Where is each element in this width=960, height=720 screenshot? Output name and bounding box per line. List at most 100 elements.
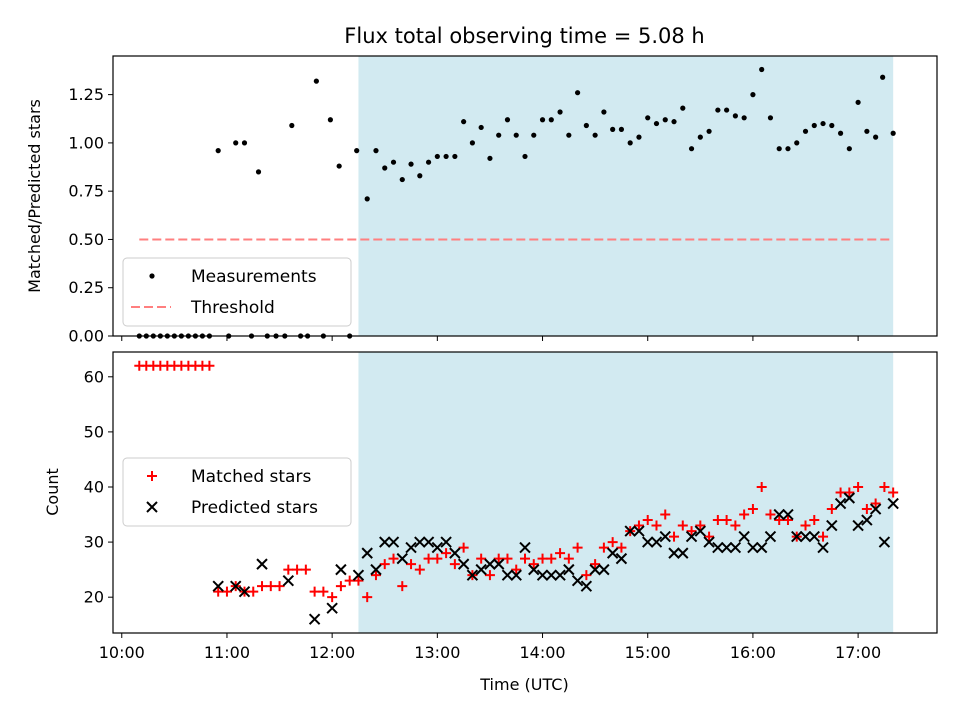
data-point [747,541,759,554]
data-point [873,134,879,140]
data-point [379,559,390,570]
legend-marker [146,501,158,513]
y-tick-label: 40 [84,477,104,496]
data-point [408,161,414,167]
data-point [703,536,715,548]
data-point [738,530,750,543]
data-point [484,570,495,581]
y-tick-label: 1.00 [68,133,104,152]
data-point [791,530,803,543]
data-point [441,548,452,559]
x-tick-label: 14:00 [519,643,565,662]
data-point [680,105,686,111]
data-point [539,117,546,123]
data-point [519,541,531,554]
data-point [750,92,756,98]
data-point [835,487,846,498]
data-point [388,553,399,564]
x-tick-label: 16:00 [730,643,776,662]
y-tick-label: 0.25 [68,278,104,297]
data-point [283,564,294,575]
data-point [397,581,408,592]
x-tick-label: 11:00 [204,643,250,662]
data-point [671,119,677,125]
x-tick-label: 17:00 [835,643,881,662]
x-tick-label: 10:00 [99,643,145,662]
data-point [809,515,820,526]
data-point [864,128,870,134]
data-point [800,520,811,531]
data-point [476,553,487,564]
data-point [764,530,777,543]
data-point [546,553,557,564]
data-point [601,109,607,115]
data-point [502,553,513,564]
data-point [274,581,285,592]
data-point [794,140,800,146]
data-point [773,508,785,521]
data-point [257,581,268,592]
data-point [522,153,528,160]
data-point [741,115,747,121]
data-point [636,134,642,140]
data-point [580,580,593,592]
data-point [820,120,826,127]
data-point [880,74,886,80]
data-point [417,173,423,179]
data-point [414,564,425,575]
data-point [633,525,645,537]
data-point [650,536,663,548]
data-point [888,487,899,498]
shaded-region [358,56,894,336]
data-point [248,586,259,597]
data-point [528,559,539,570]
data-point [861,514,873,526]
data-point [457,558,470,570]
data-point [554,569,566,581]
data-point [364,196,370,202]
data-point [837,130,844,136]
data-point [520,553,530,564]
data-point [624,525,636,537]
data-point [387,536,400,548]
data-point [688,146,695,152]
data-point [755,541,768,554]
y-tick-label: 50 [84,422,104,441]
data-point [782,508,794,521]
data-point [557,109,563,115]
data-point [694,525,707,537]
data-point [487,155,493,161]
data-point [669,531,680,542]
data-point [431,541,444,554]
data-point [668,547,680,559]
data-point [406,559,417,570]
data-point [466,569,479,581]
data-point [739,509,750,520]
data-point [855,99,861,105]
data-point [721,515,732,526]
legend-entry: Matched stars [191,467,311,487]
data-point [443,153,449,160]
data-point [606,547,619,559]
data-point [590,559,601,570]
data-point [706,128,712,134]
data-point [610,126,616,132]
data-point [870,498,881,509]
y-tick-label: 60 [84,367,104,386]
top-y-axis-label: Matched/Predicted stars [25,99,44,293]
data-point [504,117,511,123]
series-measurements [136,66,896,339]
data-point [660,509,671,520]
data-point [834,497,847,510]
data-point [362,592,373,603]
data-point [645,115,651,121]
data-point [776,146,782,152]
data-point [241,140,248,146]
data-point [782,515,793,526]
legend-entry: Measurements [191,267,317,287]
data-point [817,541,829,554]
data-point [826,519,838,532]
data-point [336,163,342,169]
data-point [423,553,434,564]
bottom-y-axis-label: Count [43,468,62,516]
